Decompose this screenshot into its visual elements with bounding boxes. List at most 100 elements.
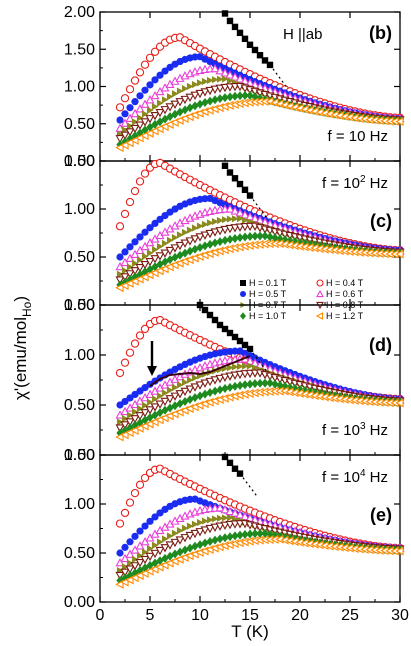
x-axis-title: T (K) [231, 622, 268, 641]
data-point [226, 382, 234, 392]
data-point [115, 424, 125, 433]
panel-b: 0.00 0.50 1.00 1.50 2.00 (b) H ||ab f = 10 Hz [64, 4, 405, 170]
x-tick-label: 25 [341, 607, 359, 624]
data-point [256, 378, 264, 388]
data-point [120, 131, 130, 140]
data-point [150, 255, 160, 264]
arrow-head [147, 366, 157, 376]
data-point [196, 79, 204, 87]
dotted-trend [249, 195, 269, 220]
panel-label: (e) [370, 505, 392, 525]
y-tick-label: 1.50 [64, 153, 95, 170]
data-point [211, 95, 219, 105]
data-point [211, 515, 219, 523]
data-point [201, 77, 209, 86]
data-point [246, 529, 254, 539]
data-point [115, 123, 125, 132]
data-point [200, 231, 210, 240]
data-point [240, 76, 250, 85]
data-point [141, 86, 149, 94]
data-point [141, 522, 149, 530]
data-point [125, 270, 135, 279]
frequency-label: f = 103 Hz [322, 421, 388, 439]
y-tick-label: 0.50 [64, 545, 95, 562]
data-point [201, 517, 209, 525]
data-point [195, 381, 205, 390]
data-point [221, 235, 229, 245]
data-point [196, 301, 204, 309]
data-point [116, 575, 124, 585]
data-point [115, 571, 125, 581]
data-point [215, 66, 225, 75]
data-point [135, 541, 145, 550]
data-point [160, 397, 170, 407]
frequency-label: f = 10 Hz [328, 128, 388, 145]
data-point [116, 270, 124, 278]
data-point [231, 23, 239, 31]
data-point [121, 397, 129, 406]
data-point [240, 223, 250, 232]
data-point [130, 186, 140, 196]
data-point [145, 95, 155, 104]
data-point [130, 339, 140, 348]
data-point [216, 321, 224, 329]
data-point [140, 118, 150, 127]
data-point [241, 186, 249, 193]
data-point [156, 71, 164, 79]
data-point [170, 538, 180, 548]
data-point [131, 555, 139, 563]
data-point [245, 513, 255, 522]
data-point [161, 535, 169, 543]
data-point [116, 418, 124, 426]
data-point [216, 534, 224, 544]
data-point [125, 565, 135, 574]
data-point [185, 531, 195, 541]
data-point [190, 235, 200, 244]
data-point [226, 234, 234, 244]
data-point [130, 488, 140, 498]
data-point [116, 549, 124, 557]
data-point [201, 306, 209, 314]
data-point [236, 337, 244, 345]
data-point [200, 379, 210, 388]
data-point [141, 110, 149, 118]
data-point [196, 518, 204, 527]
data-point [161, 239, 169, 247]
data-point [150, 403, 160, 412]
data-point [190, 529, 200, 539]
frequency-label: f = 104 Hz [322, 468, 388, 486]
data-point [166, 236, 174, 244]
data-point [156, 509, 164, 517]
data-point [241, 380, 249, 390]
data-point [180, 95, 190, 105]
data-point [315, 312, 324, 320]
data-point [205, 377, 215, 387]
data-point [226, 77, 234, 85]
y-tick-label: 0.00 [64, 153, 95, 170]
data-point [116, 116, 124, 124]
data-point [231, 363, 239, 371]
data-point [175, 98, 185, 107]
series-1.0T [116, 528, 404, 585]
data-point [221, 383, 229, 393]
data-point [125, 549, 135, 558]
data-point [146, 81, 154, 89]
data-point [145, 258, 155, 267]
data-point [220, 373, 230, 382]
data-point [231, 333, 239, 341]
data-point [201, 220, 209, 228]
data-point [145, 53, 155, 62]
data-point [230, 224, 240, 233]
data-point [130, 249, 140, 258]
data-point [246, 362, 254, 370]
data-point [146, 224, 154, 232]
data-point [226, 329, 234, 337]
data-point [220, 521, 230, 530]
data-point [196, 99, 204, 109]
data-point [166, 532, 174, 540]
data-point [161, 96, 169, 104]
data-point [126, 104, 134, 112]
panel-e: 0.00 0.50 1.00 1.50 (e) f = 104 Hz [64, 447, 405, 611]
data-point [115, 558, 125, 567]
